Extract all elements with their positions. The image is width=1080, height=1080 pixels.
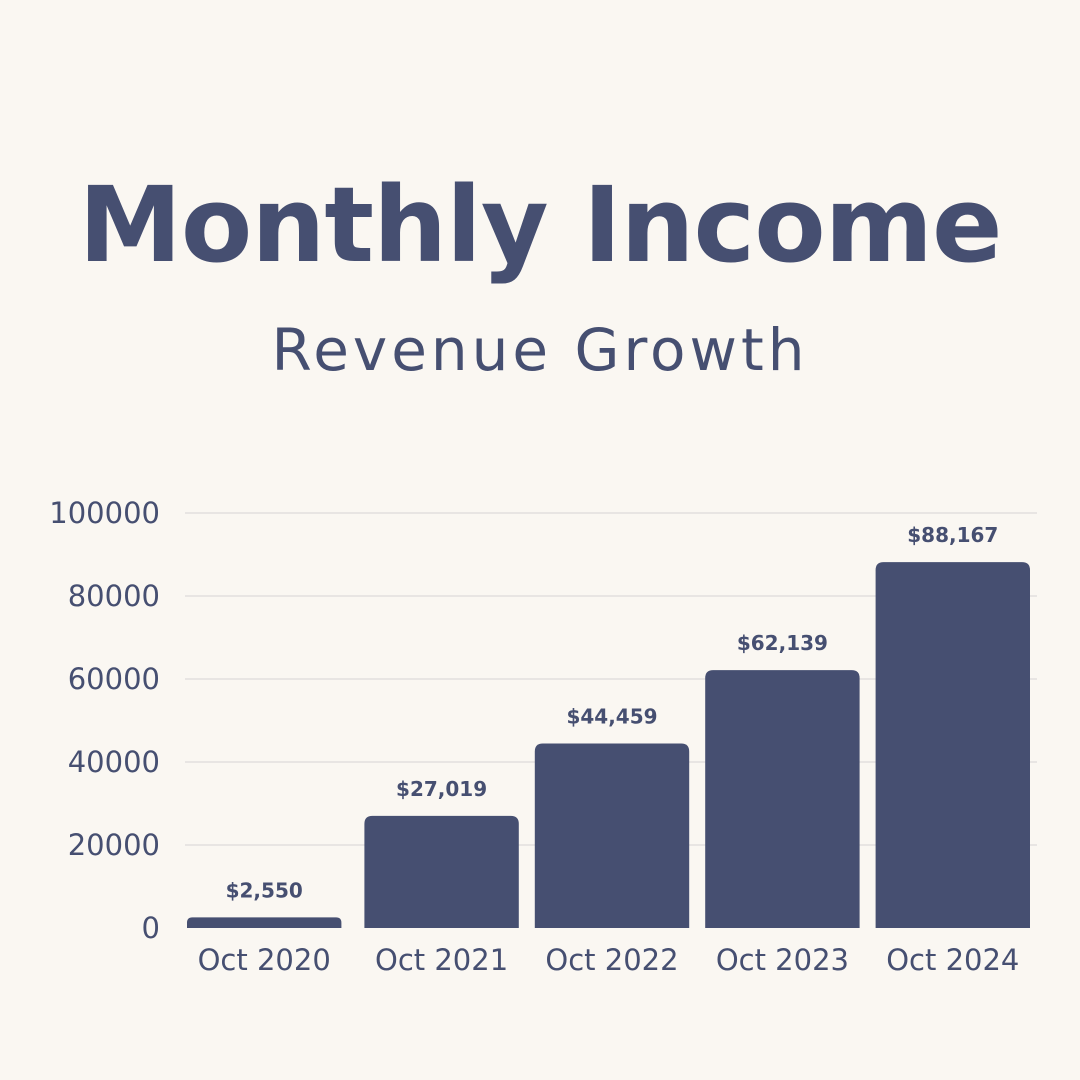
data-label: $62,139 — [737, 631, 828, 655]
x-tick-label: Oct 2021 — [375, 943, 508, 977]
y-tick-label: 80000 — [68, 579, 160, 613]
x-tick-label: Oct 2024 — [886, 943, 1019, 977]
x-tick-label: Oct 2020 — [198, 943, 331, 977]
y-tick-label: 100000 — [49, 496, 160, 530]
bar-oct-2021 — [364, 815, 519, 928]
page-title: Monthly Income — [78, 164, 1002, 286]
y-tick-label: 0 — [142, 911, 160, 945]
y-tick-label: 40000 — [68, 745, 160, 779]
data-label: $88,167 — [907, 523, 998, 547]
x-tick-label: Oct 2022 — [545, 943, 678, 977]
page-subtitle: Revenue Growth — [271, 316, 809, 384]
bar-oct-2020 — [187, 917, 342, 928]
y-axis: 0 20000 40000 60000 80000 100000 — [49, 496, 160, 945]
y-tick-label: 20000 — [68, 828, 160, 862]
data-label: $27,019 — [396, 777, 487, 801]
data-label: $44,459 — [566, 704, 657, 728]
x-tick-label: Oct 2023 — [716, 943, 849, 977]
bar-oct-2022 — [534, 743, 690, 928]
data-label: $2,550 — [226, 878, 303, 902]
x-axis: Oct 2020 Oct 2021 Oct 2022 Oct 2023 Oct 2024 — [198, 943, 1020, 977]
bars-layer: $2,550 $27,019 $44,459 $62,139 $88,167 — [187, 523, 1030, 928]
bar-oct-2023 — [705, 670, 860, 928]
y-tick-label: 60000 — [68, 662, 160, 696]
bar-oct-2024 — [875, 562, 1030, 928]
